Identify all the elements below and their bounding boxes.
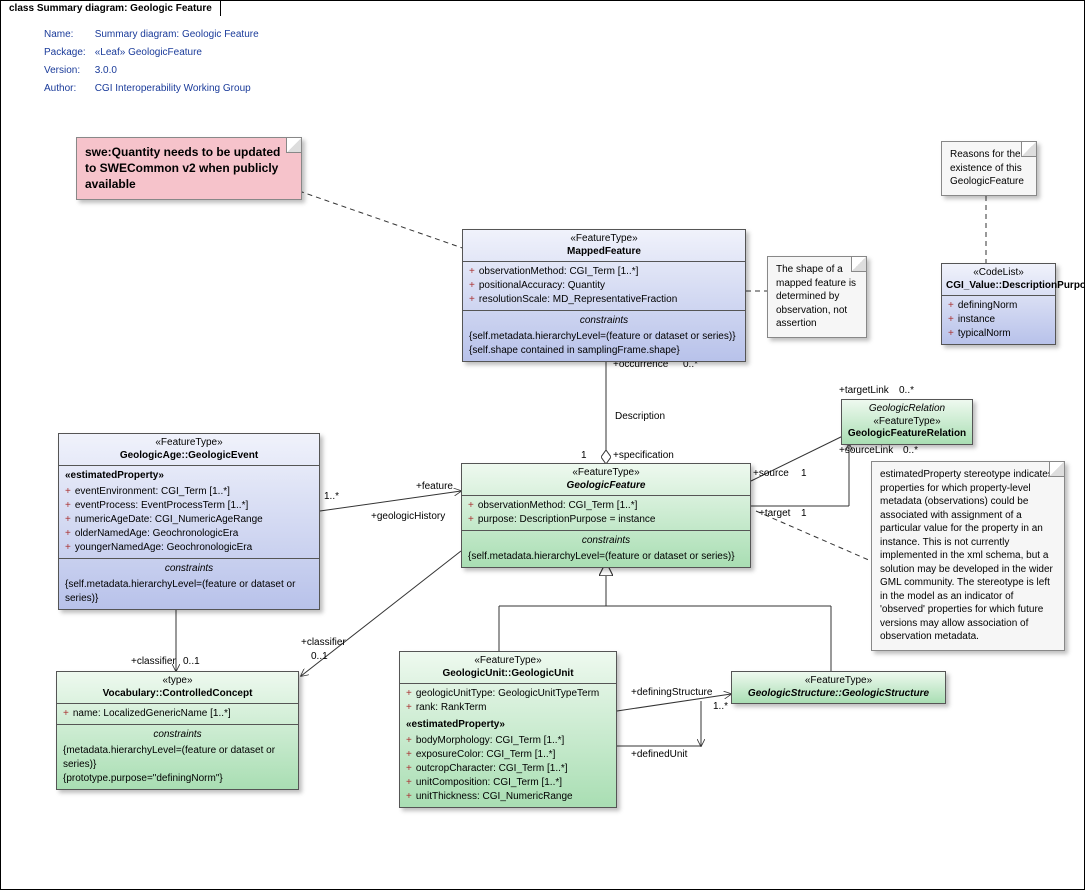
frame-prefix: class — [9, 3, 37, 14]
label-def-mult: 1..* — [713, 701, 728, 712]
label-target-one: 1 — [801, 508, 807, 519]
label-targetlink-mult: 0..* — [899, 385, 914, 396]
frame-tab: class Summary diagram: Geologic Feature — [0, 0, 221, 16]
label-targetlink: +targetLink — [839, 385, 889, 396]
label-classifier-mult-1: 0..1 — [183, 656, 200, 667]
label-feature-mult: 1..* — [324, 491, 339, 502]
meta-author: CGI Interoperability Working Group — [94, 81, 260, 97]
label-sourcelink: +sourceLink — [839, 445, 893, 456]
meta-author-label: Author: — [43, 81, 92, 97]
frame-title: Summary diagram: Geologic Feature — [37, 3, 212, 14]
class-controlledconcept: «type»Vocabulary::ControlledConcept +nam… — [56, 671, 299, 790]
meta-package-label: Package: — [43, 45, 92, 61]
meta-name-label: Name: — [43, 27, 92, 43]
class-geologicstructure: «FeatureType»GeologicStructure::Geologic… — [731, 671, 946, 704]
label-classifier-2: +classifier — [301, 637, 346, 648]
class-geologicunit: «FeatureType»GeologicUnit::GeologicUnit … — [399, 651, 617, 808]
note-estimated-text: estimatedProperty stereotype indicates p… — [880, 469, 1053, 642]
note-estimated: estimatedProperty stereotype indicates p… — [871, 461, 1065, 651]
meta-version-label: Version: — [43, 63, 92, 79]
note-pink-text: swe:Quantity needs to be updated to SWEC… — [85, 145, 280, 191]
metadata-block: Name:Summary diagram: Geologic Feature P… — [41, 25, 262, 99]
note-shape-text: The shape of a mapped feature is determi… — [776, 264, 856, 329]
meta-version: 3.0.0 — [94, 63, 260, 79]
label-feature: +feature — [416, 481, 453, 492]
label-specification: +specification — [613, 450, 674, 461]
class-mappedfeature: «FeatureType»MappedFeature +observationM… — [462, 229, 746, 362]
label-classifier-mult-2: 0..1 — [311, 651, 328, 662]
note-reasons-text: Reasons for the existence of this Geolog… — [950, 149, 1024, 187]
diagram-canvas: class Summary diagram: Geologic Feature … — [0, 0, 1085, 890]
class-geologicfeaturerelation: GeologicRelation «FeatureType» GeologicF… — [841, 399, 973, 445]
label-spec-one: 1 — [581, 450, 587, 461]
note-shape: The shape of a mapped feature is determi… — [767, 256, 867, 338]
label-definedunit: +definedUnit — [631, 749, 687, 760]
class-geologicfeature: «FeatureType»GeologicFeature +observatio… — [461, 463, 751, 568]
meta-name: Summary diagram: Geologic Feature — [94, 27, 260, 43]
label-source-one: 1 — [801, 468, 807, 479]
label-description: Description — [615, 411, 665, 422]
label-sourcelink-mult: 0..* — [903, 445, 918, 456]
class-geologicevent: «FeatureType»GeologicAge::GeologicEvent … — [58, 433, 320, 610]
label-classifier-1: +classifier — [131, 656, 176, 667]
label-target: +target — [759, 508, 790, 519]
label-geologichistory: +geologicHistory — [371, 511, 445, 522]
label-source: +source — [753, 468, 789, 479]
label-definingstructure: +definingStructure — [631, 687, 712, 698]
class-descriptionpurpose: «CodeList»CGI_Value::DescriptionPurpose … — [941, 263, 1056, 345]
meta-package: «Leaf» GeologicFeature — [94, 45, 260, 61]
note-reasons: Reasons for the existence of this Geolog… — [941, 141, 1037, 196]
note-pink: swe:Quantity needs to be updated to SWEC… — [76, 137, 302, 200]
